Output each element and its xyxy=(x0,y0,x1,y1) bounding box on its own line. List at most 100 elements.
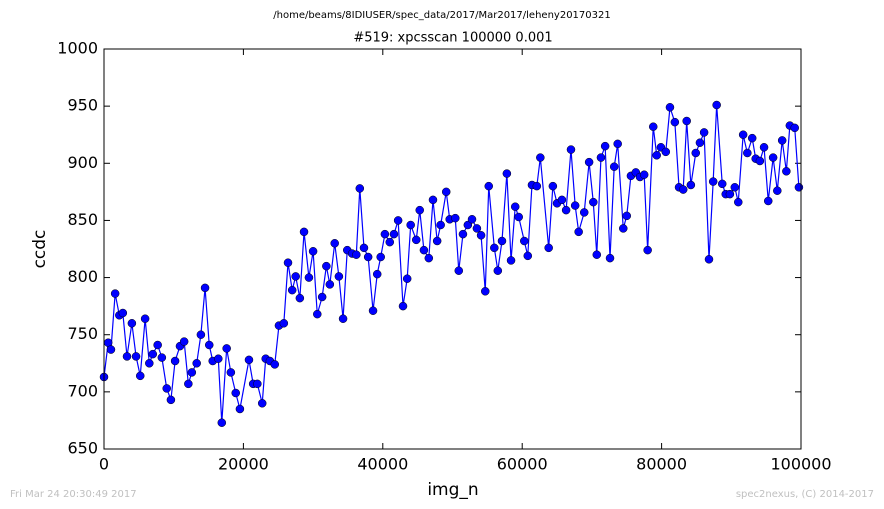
data-point xyxy=(790,123,799,133)
data-point xyxy=(308,247,318,256)
data-point xyxy=(179,337,189,346)
data-point xyxy=(670,117,680,127)
data-point xyxy=(734,197,743,207)
data-point xyxy=(548,181,558,191)
data-point xyxy=(110,289,120,298)
data-point xyxy=(755,156,765,166)
data-point xyxy=(592,250,602,259)
data-point xyxy=(506,256,516,265)
data-point xyxy=(557,195,567,205)
data-point xyxy=(244,355,254,365)
x-tick-label: 60000 xyxy=(497,455,548,474)
y-tick-label: 650 xyxy=(67,439,98,458)
data-point xyxy=(192,359,201,368)
data-point xyxy=(532,181,542,191)
data-point xyxy=(222,344,231,353)
data-point xyxy=(338,314,348,323)
data-point xyxy=(759,143,769,152)
data-point xyxy=(691,148,701,158)
data-point xyxy=(432,236,442,246)
data-point xyxy=(368,306,378,315)
data-point xyxy=(295,293,305,303)
data-point xyxy=(441,187,451,197)
y-tick-label: 1000 xyxy=(57,39,98,58)
data-point xyxy=(544,243,553,253)
data-point xyxy=(619,224,628,233)
data-point xyxy=(768,153,778,162)
data-point xyxy=(385,237,395,247)
data-point xyxy=(257,399,267,408)
x-tick-label: 100000 xyxy=(770,455,831,474)
data-point xyxy=(643,245,652,255)
data-point xyxy=(730,183,740,192)
x-tick-label: 20000 xyxy=(218,455,269,474)
data-point xyxy=(291,272,300,281)
data-point xyxy=(334,272,344,281)
y-tick-label: 850 xyxy=(67,210,98,229)
data-point xyxy=(355,184,365,193)
data-point xyxy=(428,195,438,205)
data-point xyxy=(118,308,128,318)
data-point xyxy=(127,319,137,328)
data-point xyxy=(253,379,262,389)
data-point xyxy=(330,239,339,248)
data-point xyxy=(317,292,327,302)
data-point xyxy=(699,128,709,137)
data-point xyxy=(406,220,415,230)
x-tick-label: 80000 xyxy=(636,455,687,474)
data-point xyxy=(510,202,520,211)
data-point xyxy=(536,153,545,162)
x-tick-label: 40000 xyxy=(357,455,408,474)
data-point xyxy=(166,395,176,405)
y-tick-label: 700 xyxy=(67,381,98,400)
data-point xyxy=(794,183,804,192)
data-point xyxy=(747,133,757,143)
y-tick-label: 900 xyxy=(67,153,98,172)
chart-title: #519: xpcsscan 100000 0.001 xyxy=(353,31,552,46)
data-point xyxy=(738,130,748,139)
data-point xyxy=(187,368,197,377)
footer-right: spec2nexus, (C) 2014-2017 xyxy=(736,489,874,500)
data-point xyxy=(570,201,580,210)
data-point xyxy=(106,345,116,354)
data-point xyxy=(283,258,293,267)
data-point xyxy=(363,252,373,262)
footer-left: Fri Mar 24 20:30:49 2017 xyxy=(10,489,137,500)
y-tick-label: 800 xyxy=(67,267,98,286)
data-point xyxy=(235,404,245,414)
data-point xyxy=(226,368,236,377)
x-axis-label: img_n xyxy=(427,480,478,500)
plot-frame xyxy=(103,48,802,450)
data-point xyxy=(419,245,429,255)
data-point xyxy=(135,371,145,381)
data-point xyxy=(661,147,671,157)
data-point xyxy=(458,229,468,239)
data-point xyxy=(380,229,390,239)
data-point xyxy=(613,139,622,149)
data-point xyxy=(313,309,322,319)
data-point xyxy=(279,319,289,328)
data-point xyxy=(372,269,382,279)
data-point xyxy=(704,255,714,264)
data-point xyxy=(493,266,503,275)
data-point xyxy=(686,180,696,190)
data-point xyxy=(773,186,782,195)
data-point xyxy=(782,167,791,176)
data-point xyxy=(584,157,594,167)
data-point xyxy=(287,285,297,295)
data-point xyxy=(389,229,399,239)
suptitle: /home/beams/8IDIUSER/spec_data/2017/Mar2… xyxy=(273,10,610,21)
data-point xyxy=(184,379,193,389)
data-point xyxy=(520,236,529,246)
data-point xyxy=(574,227,583,237)
data-point xyxy=(743,148,752,158)
data-point xyxy=(502,169,512,178)
data-point xyxy=(162,384,171,393)
data-point xyxy=(204,340,214,350)
data-point xyxy=(145,359,154,368)
data-point xyxy=(589,197,598,207)
data-point xyxy=(481,287,490,296)
data-point xyxy=(472,224,482,233)
